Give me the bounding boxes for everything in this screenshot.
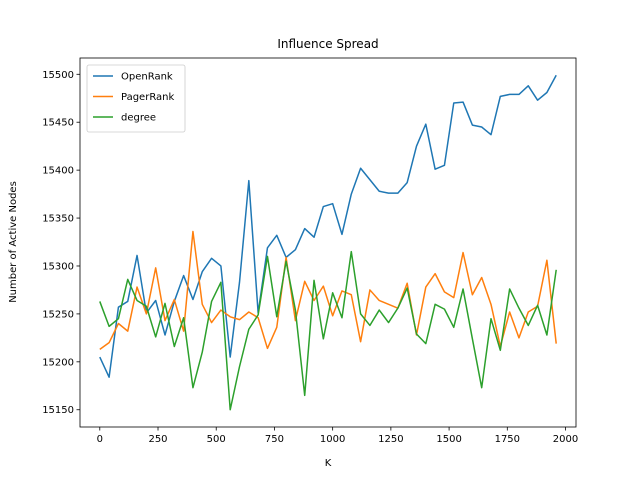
y-tick-label: 15450 bbox=[42, 118, 74, 129]
series-lines bbox=[99, 74, 557, 411]
x-tick-label: 250 bbox=[148, 434, 167, 445]
x-tick-label: 750 bbox=[265, 434, 284, 445]
chart-title: Influence Spread bbox=[277, 37, 378, 51]
plot-frame bbox=[79, 57, 577, 428]
y-tick-label: 15400 bbox=[42, 166, 74, 177]
legend-label-openrank: OpenRank bbox=[121, 72, 173, 83]
series-line-degree bbox=[99, 250, 557, 411]
x-tick-label: 2000 bbox=[553, 434, 578, 445]
series-line-openrank bbox=[99, 74, 557, 378]
series-line-pagerrank bbox=[99, 230, 557, 350]
y-tick-label: 15350 bbox=[42, 214, 74, 225]
x-tick-label: 1250 bbox=[378, 434, 403, 445]
x-axis: 0 250 500 750 1000 1250 1500 1750 2000 bbox=[97, 427, 578, 445]
legend: OpenRank PagerRank degree bbox=[86, 64, 186, 133]
legend-box bbox=[86, 64, 186, 133]
x-tick-label: 0 bbox=[97, 434, 103, 445]
x-tick-label: 1750 bbox=[495, 434, 520, 445]
y-tick-label: 15200 bbox=[42, 357, 74, 368]
x-tick-label: 1500 bbox=[436, 434, 461, 445]
y-tick-label: 15150 bbox=[42, 405, 74, 416]
y-axis: 15150 15200 15250 15300 15350 15400 15450 15500 bbox=[42, 70, 80, 416]
y-axis-label: Number of Active Nodes bbox=[8, 181, 19, 303]
x-axis-label: K bbox=[325, 458, 332, 469]
y-tick-label: 15500 bbox=[42, 70, 74, 81]
x-tick-label: 1000 bbox=[320, 434, 345, 445]
legend-label-degree: degree bbox=[121, 113, 156, 124]
legend-label-pagerrank: PagerRank bbox=[121, 92, 175, 103]
x-tick-label: 500 bbox=[207, 434, 226, 445]
y-tick-label: 15250 bbox=[42, 309, 74, 320]
y-tick-label: 15300 bbox=[42, 261, 74, 272]
